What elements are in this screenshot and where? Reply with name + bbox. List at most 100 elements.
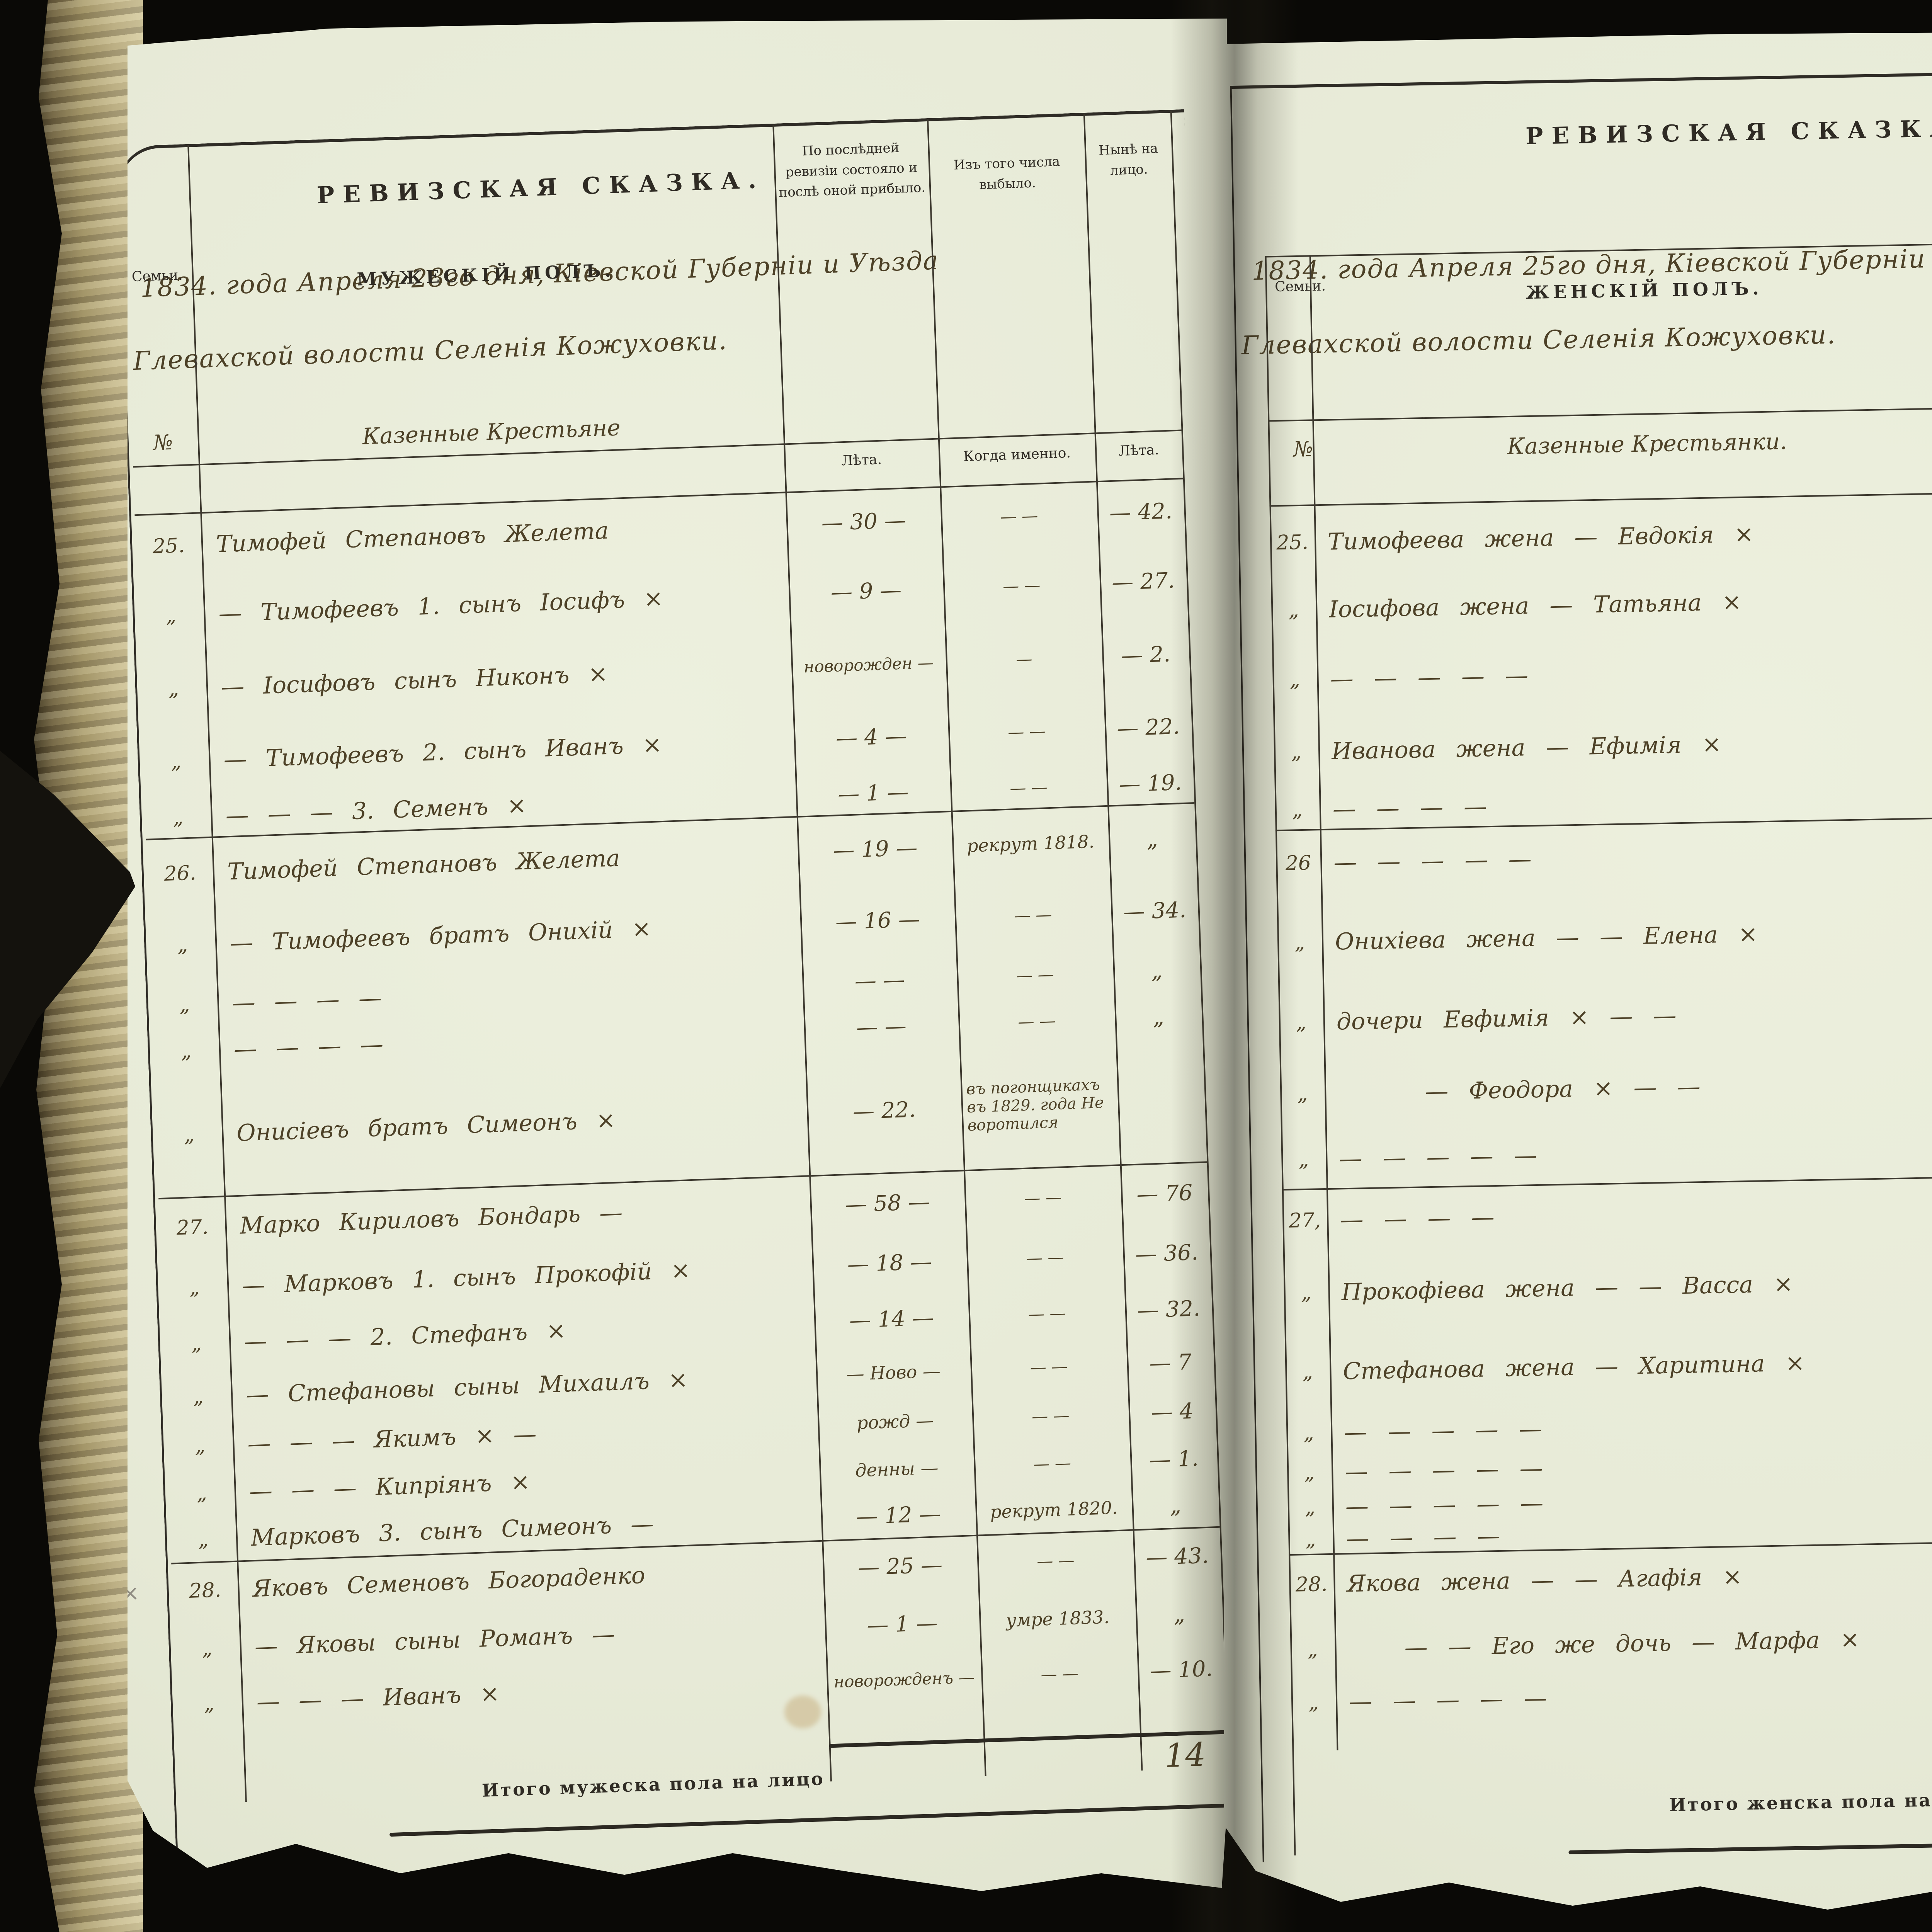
family-number: „: [203, 1692, 215, 1716]
age-last-revision: — 16 —: [835, 906, 920, 935]
person-name: Тимофеева жена — Евдокія ×: [1327, 520, 1754, 556]
age-now: — 43.: [1145, 1543, 1209, 1571]
departed-note: — —: [1014, 905, 1053, 925]
departed-note: въ погонщикахъ въ 1829. года Не воротилс…: [966, 1076, 1104, 1135]
person-name: — Тимофеевъ 1. сынъ Іосифъ ×: [218, 585, 664, 628]
age-now: — 10.: [1149, 1656, 1213, 1684]
column-header-present-sub: Лѣта.: [1118, 442, 1160, 459]
family-number: 25.: [1276, 531, 1309, 554]
departed-note: — —: [1028, 1303, 1066, 1324]
age-last-revision: — 1 —: [837, 779, 909, 807]
person-name: Онихіева жена — — Елена ×: [1335, 920, 1758, 955]
family-number: „: [1294, 930, 1305, 954]
age-last-revision: новорожденъ —: [833, 1667, 975, 1691]
age-last-revision: новорожден —: [803, 653, 934, 677]
family-number: „: [192, 1384, 204, 1408]
person-name: — Яковы сыны Романъ —: [254, 1621, 616, 1661]
person-name: — — — — —: [1344, 1415, 1543, 1446]
family-number: 27,: [1288, 1208, 1321, 1233]
age-last-revision: рожд —: [856, 1410, 934, 1434]
age-last-revision: — 25 —: [857, 1552, 943, 1581]
age-last-revision: — 4 —: [835, 723, 907, 751]
age-now: — 27.: [1111, 568, 1175, 595]
departed-note: — —: [1002, 575, 1041, 596]
column-header-last-revision: По послѣдней ревизіи состояло и послѣ он…: [778, 140, 926, 201]
age-now: — 76: [1136, 1180, 1193, 1208]
departed-note: — —: [1033, 1453, 1071, 1473]
family-number: „: [177, 933, 188, 957]
person-name: — — Его же дочь — Марфа ×: [1404, 1626, 1860, 1661]
person-name: — — — —: [1340, 1203, 1495, 1233]
age-now: „: [1151, 958, 1163, 984]
person-name: — Тимофеевъ братъ Онихій ×: [230, 915, 652, 957]
family-number: 26: [1285, 851, 1311, 875]
age-now: [1118, 1099, 1205, 1102]
age-last-revision: — 12 —: [855, 1501, 941, 1529]
age-now: — 2.: [1121, 641, 1171, 668]
person-name: Стефанова жена — Харитина ×: [1342, 1349, 1805, 1385]
family-number: „: [168, 677, 179, 701]
age-now: — 34.: [1122, 897, 1187, 925]
totals-value: 14: [1164, 1735, 1207, 1775]
departed-note: умре 1833.: [1005, 1606, 1110, 1631]
age-now: — 22.: [1116, 714, 1180, 741]
age-now: — 36.: [1134, 1240, 1199, 1267]
family-number: 28.: [189, 1578, 222, 1603]
family-number: „: [190, 1332, 202, 1355]
age-last-revision: — 9 —: [830, 577, 902, 605]
departed-note: рекрут 1818.: [966, 830, 1095, 856]
family-number: „: [172, 805, 184, 829]
family-number: „: [196, 1481, 207, 1505]
column-header-departed: Изъ того числа выбыло.: [953, 154, 1060, 193]
departed-note: — —: [1026, 1247, 1064, 1268]
age-last-revision: — 1 —: [866, 1610, 938, 1638]
column-header-family: Семьи.: [131, 267, 183, 285]
departed-note: — —: [1024, 1187, 1062, 1208]
age-now: „: [1169, 1493, 1182, 1519]
table-row: „Онихіева жена — — Елена ×— —— 30.: [1277, 880, 1932, 988]
family-number: „: [1288, 598, 1299, 622]
family-number: „: [1302, 1360, 1313, 1384]
family-number: „: [1291, 740, 1302, 764]
family-number: „: [170, 749, 182, 773]
person-name: — — — Иванъ ×: [256, 1680, 500, 1716]
page-left: РЕВИЗСКАЯ СКАЗКА. 1834. года Апреля 28го…: [128, 19, 1227, 1891]
family-number: „: [1308, 1690, 1319, 1714]
person-name: Тимофей Степановъ Желета: [227, 844, 621, 885]
person-name: — Стефановы сыны Михаилъ ×: [245, 1366, 689, 1409]
family-number: „: [1304, 1495, 1316, 1519]
column-header-family: Семьи.: [1274, 278, 1326, 295]
departed-note: — —: [1009, 777, 1048, 798]
age-last-revision: — 19 —: [832, 835, 918, 863]
departed-note: —: [1015, 649, 1033, 669]
family-number: „: [1292, 798, 1303, 822]
column-header-number: №: [1293, 437, 1313, 462]
family-number: „: [197, 1527, 209, 1551]
family-number: „: [194, 1434, 206, 1458]
family-number: 28.: [1295, 1573, 1328, 1597]
age-last-revision: — 14 —: [849, 1305, 934, 1333]
departed-note: — —: [1016, 964, 1054, 985]
person-name: дочери Евфимія × — —: [1336, 1002, 1677, 1036]
person-name: Марко Кириловъ Бондарь —: [239, 1199, 623, 1240]
family-number: 25.: [152, 534, 185, 558]
departed-note: — —: [1000, 506, 1038, 526]
age-now: — 32.: [1136, 1296, 1201, 1323]
departed-note: — —: [1017, 1011, 1056, 1031]
age-now: — 42.: [1109, 498, 1173, 526]
family-number: „: [1298, 1148, 1309, 1172]
departed-note: — —: [1040, 1663, 1079, 1684]
page-right-content: РЕВИЗСКАЯ СКАЗКА. 1834. года Апреля 25го…: [1224, 30, 1932, 1915]
column-header-present: Нынѣ на лицо.: [1098, 141, 1158, 179]
family-number: „: [201, 1636, 213, 1660]
family-number: „: [184, 1123, 195, 1147]
family-number: „: [180, 1039, 192, 1063]
family-number: „: [1303, 1421, 1314, 1445]
person-name: Иванова жена — Ефимія ×: [1331, 731, 1722, 765]
age-now: — 1.: [1149, 1446, 1199, 1473]
person-name: — — — 2. Стефанъ ×: [243, 1317, 566, 1355]
age-last-revision: — —: [855, 1013, 907, 1040]
departed-note: — —: [1007, 721, 1046, 742]
age-now: „: [1146, 827, 1158, 852]
age-last-revision: — 58 —: [845, 1189, 930, 1218]
